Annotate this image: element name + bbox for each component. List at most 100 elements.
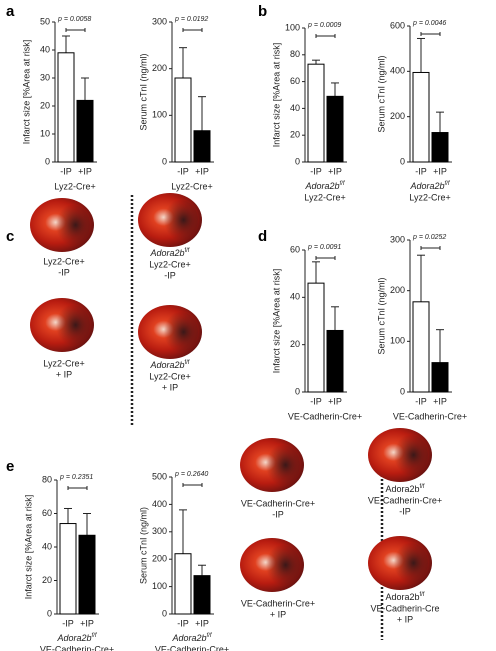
y-tick-label: 100	[152, 581, 167, 591]
y-tick-label: 60	[42, 508, 52, 518]
bar	[57, 52, 75, 163]
bar	[174, 77, 192, 163]
x-tick-label: -IP	[415, 166, 427, 176]
y-tick-label: 10	[40, 128, 50, 138]
y-tick-label: 40	[290, 103, 300, 113]
y-tick-label: 300	[152, 16, 167, 26]
y-tick-label: 0	[162, 608, 167, 618]
y-tick-label: 200	[390, 285, 405, 295]
x-axis-label: Lyz2-Cre+	[409, 192, 450, 202]
gene: Adora2b	[409, 181, 444, 191]
photo-caption: + IP	[270, 609, 286, 619]
x-tick-label: +IP	[195, 618, 209, 628]
photo-caption: -IP	[272, 509, 284, 519]
superscript: f/f	[420, 484, 425, 490]
y-tick-label: 20	[40, 100, 50, 110]
heart-infarct	[392, 543, 428, 583]
x-axis-label: VE-Cadherin-Cre+	[40, 644, 114, 651]
y-tick-label: 20	[290, 130, 300, 140]
y-tick-label: 400	[390, 66, 405, 76]
superscript: f/f	[445, 181, 451, 187]
heart-infarct	[392, 435, 428, 475]
x-tick-label: -IP	[310, 166, 322, 176]
x-axis-label: Lyz2-Cre+	[304, 192, 345, 202]
y-tick-label: 600	[390, 20, 405, 30]
x-tick-label: +IP	[328, 396, 342, 406]
x-tick-label: -IP	[310, 396, 322, 406]
x-tick-label: -IP	[177, 166, 189, 176]
panel-label: e	[6, 458, 14, 475]
bar	[307, 282, 325, 393]
x-axis-label: Adora2bf/f	[409, 181, 450, 192]
y-tick-label: 40	[42, 541, 52, 551]
bar	[412, 71, 430, 163]
y-tick-label: 60	[290, 244, 300, 254]
gene: Adora2b	[385, 592, 419, 602]
y-tick-label: 0	[400, 386, 405, 396]
photo-caption: Adora2bf/f	[385, 484, 424, 495]
y-tick-label: 80	[290, 49, 300, 59]
bar	[78, 534, 96, 615]
y-axis-label: Serum cTnI (ng/ml)	[376, 55, 386, 132]
photo-caption: Adora2bf/f	[149, 248, 189, 259]
y-tick-label: 20	[290, 339, 300, 349]
x-axis-label: VE-Cadherin-Cre+	[393, 411, 467, 421]
gene: Adora2b	[304, 181, 339, 191]
y-tick-label: 40	[290, 292, 300, 302]
y-tick-label: 0	[45, 156, 50, 166]
y-tick-label: 400	[152, 499, 167, 509]
photo-caption: Lyz2-Cre+	[43, 358, 84, 368]
gene: Adora2b	[56, 633, 91, 643]
heart-infarct	[264, 445, 300, 485]
x-axis-label: VE-Cadherin-Cre+	[155, 644, 229, 651]
bar	[59, 523, 77, 615]
heart-infarct	[54, 305, 90, 345]
y-tick-label: 80	[42, 474, 52, 484]
annotation: p = 0.0252	[412, 234, 446, 241]
x-tick-label: -IP	[177, 618, 189, 628]
annotation: p = 0.0091	[307, 244, 341, 251]
superscript: f/f	[340, 181, 346, 187]
photo-caption: Adora2bf/f	[385, 592, 424, 603]
bar	[76, 99, 94, 163]
bar	[326, 329, 344, 393]
photo-caption: Adora2bf/f	[149, 360, 189, 371]
y-tick-label: 0	[162, 156, 167, 166]
y-axis-label: Serum cTnI (ng/ml)	[376, 277, 386, 354]
x-axis-label: Adora2bf/f	[171, 633, 212, 644]
superscript: f/f	[420, 592, 425, 598]
photo-caption: VE-Cadherin-Cre	[370, 603, 439, 613]
annotation: p = 0.0009	[307, 22, 341, 29]
bar	[431, 362, 449, 393]
x-axis-label: Adora2bf/f	[304, 181, 345, 192]
y-tick-label: 100	[285, 22, 300, 32]
superscript: f/f	[207, 633, 213, 639]
y-tick-label: 40	[40, 44, 50, 54]
y-tick-label: 30	[40, 72, 50, 82]
x-tick-label: -IP	[415, 396, 427, 406]
photo-caption: -IP	[164, 270, 176, 280]
y-axis-label: Serum cTnI (ng/ml)	[138, 53, 148, 130]
photo-caption: Lyz2-Cre+	[149, 371, 190, 381]
y-tick-label: 100	[390, 336, 405, 346]
x-tick-label: -IP	[60, 166, 72, 176]
annotation: p = 0.2351	[59, 474, 93, 481]
panel-label: a	[6, 3, 15, 20]
bar	[307, 63, 325, 163]
gene: Adora2b	[171, 633, 206, 643]
annotation: p = 0.0058	[57, 16, 91, 23]
y-tick-label: 50	[40, 16, 50, 26]
y-axis-label: Serum cTnI (ng/ml)	[138, 507, 148, 584]
y-tick-label: 60	[290, 76, 300, 86]
superscript: f/f	[185, 248, 190, 254]
bar	[193, 575, 211, 615]
y-tick-label: 20	[42, 575, 52, 585]
heart-infarct	[162, 312, 198, 352]
y-tick-label: 500	[152, 471, 167, 481]
bar	[174, 553, 192, 615]
photo-caption: -IP	[58, 267, 70, 277]
x-tick-label: -IP	[62, 618, 74, 628]
superscript: f/f	[92, 633, 98, 639]
gene: Adora2b	[149, 248, 184, 258]
gene: Adora2b	[149, 360, 184, 370]
